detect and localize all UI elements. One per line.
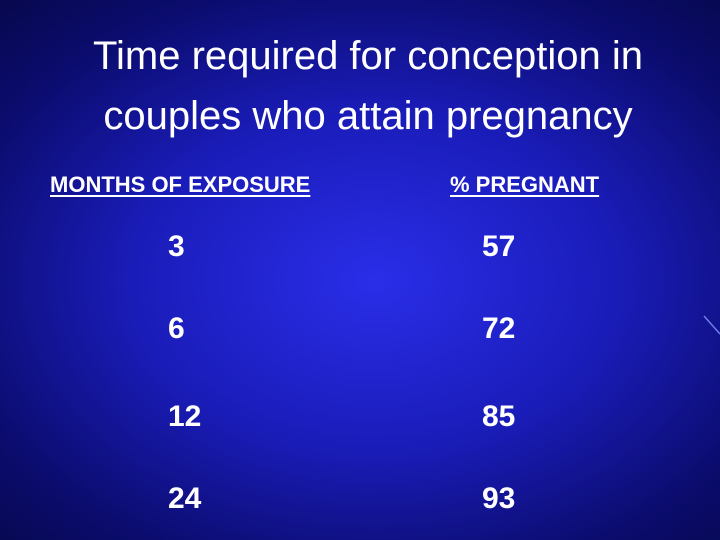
- title-line: couples who attain pregnancy: [103, 94, 633, 138]
- table-cell: 57: [482, 230, 516, 263]
- table-cell: 85: [482, 400, 516, 433]
- table-cell: 12: [168, 400, 202, 433]
- table-cell: 72: [482, 312, 516, 345]
- title-line: Time required for conception in: [93, 34, 643, 78]
- table-cell: 3: [168, 230, 185, 263]
- accent-line: [703, 315, 720, 335]
- table-cell: 24: [168, 482, 202, 515]
- table-cell: 6: [168, 312, 185, 345]
- column-header: MONTHS OF EXPOSURE: [50, 172, 311, 197]
- column-header: % PREGNANT: [450, 172, 600, 197]
- table-cell: 93: [482, 482, 516, 515]
